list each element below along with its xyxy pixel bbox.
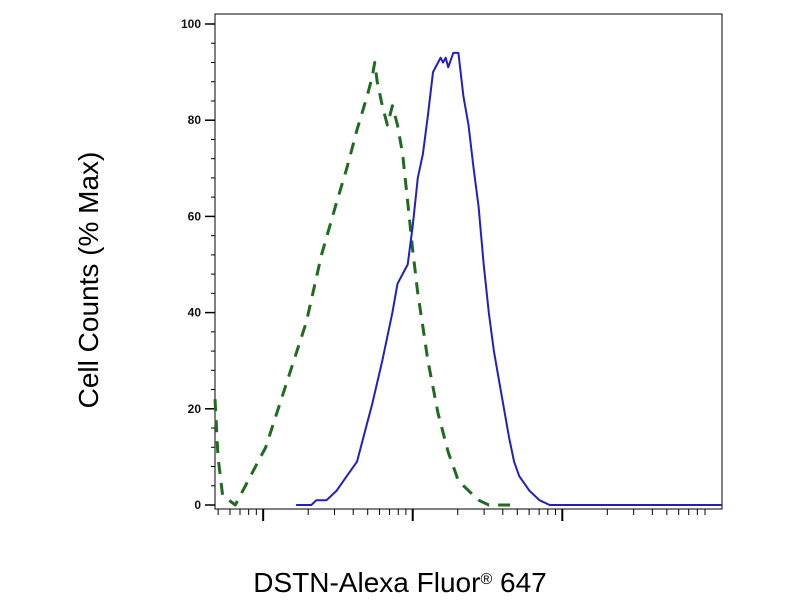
series-dashed-line (213, 61, 520, 507)
series-group (213, 51, 722, 507)
y-tick-label: 60 (188, 209, 202, 223)
y-tick-label: 80 (188, 113, 202, 127)
y-tick-label: 20 (188, 402, 202, 416)
x-axis-label-main: DSTN-Alexa Fluor (253, 567, 480, 598)
y-axis-label: Cell Counts (% Max) (73, 152, 104, 409)
x-axis-label: DSTN-Alexa Fluor® 647 (253, 567, 546, 598)
y-tick-label: 0 (194, 498, 201, 512)
y-tick-label: 40 (188, 306, 202, 320)
x-axis (217, 509, 706, 521)
y-axis: 0 20 40 60 80 100 (181, 17, 215, 512)
plot-frame (214, 13, 723, 510)
y-tick-label: 100 (181, 17, 201, 31)
x-axis-label-registered: ® (480, 571, 492, 588)
x-axis-label-suffix: 647 (492, 567, 547, 598)
series-solid-line (296, 51, 722, 506)
